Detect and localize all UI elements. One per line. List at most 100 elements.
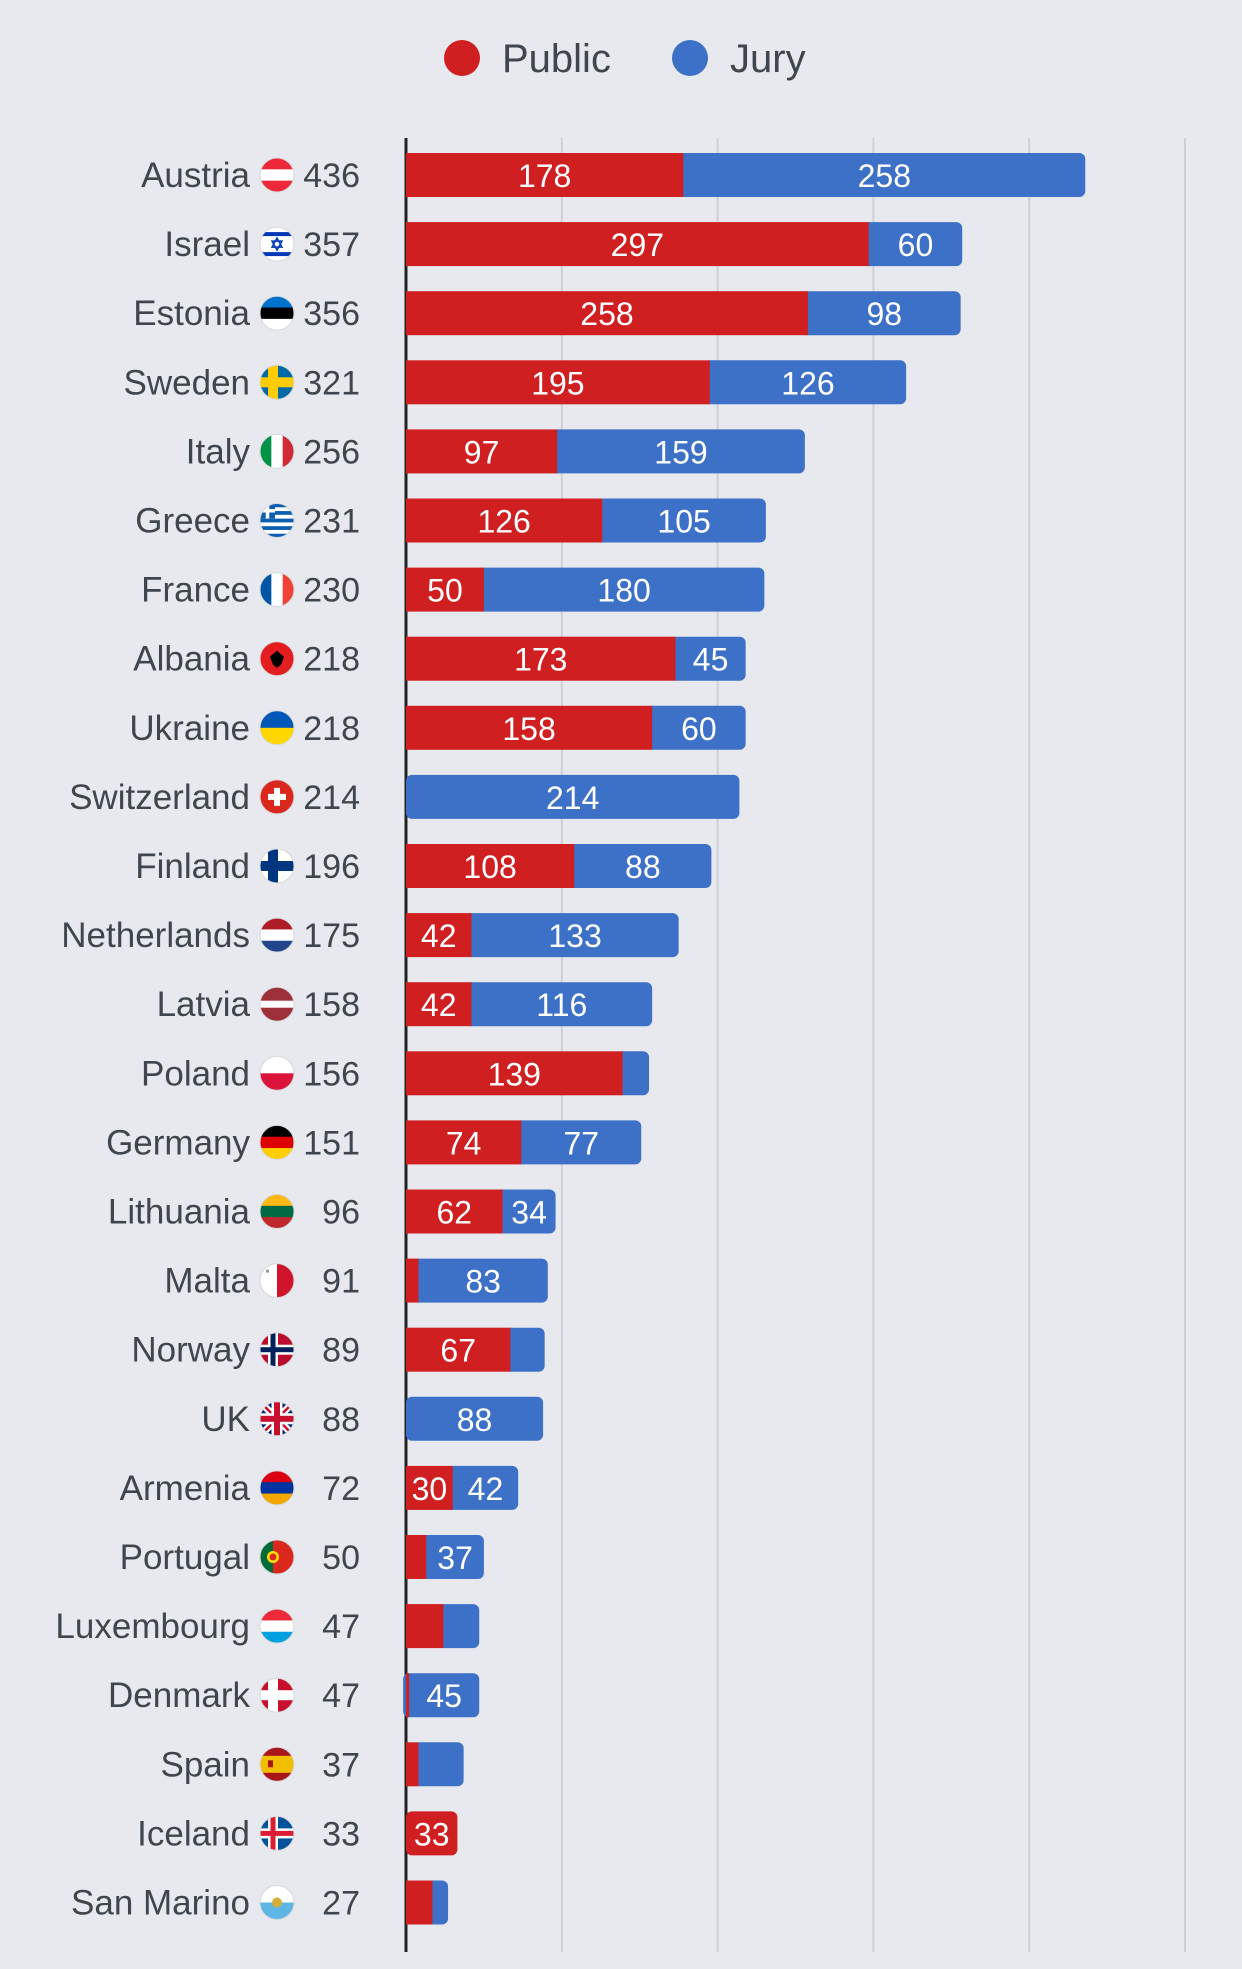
bar-latvia: 42 116 xyxy=(406,982,653,1027)
public-segment xyxy=(406,1535,427,1579)
public-segment xyxy=(406,1742,419,1787)
public-value-label: 297 xyxy=(611,227,664,263)
public-segment xyxy=(406,1811,458,1856)
public-value-label: 178 xyxy=(518,158,571,194)
public-segment xyxy=(406,705,653,750)
public-value-label: 62 xyxy=(437,1195,473,1231)
malta-flag-icon xyxy=(260,1263,294,1298)
country-name: Poland xyxy=(141,1054,250,1093)
total-value: 218 xyxy=(303,710,360,748)
public-segment xyxy=(406,429,558,474)
jury-value-label: 42 xyxy=(468,1471,504,1507)
public-value-label: 108 xyxy=(463,849,516,885)
portugal-flag-icon xyxy=(260,1540,294,1574)
jury-segment xyxy=(446,1465,519,1510)
finland-flag-icon xyxy=(260,849,294,883)
armenia-flag-icon xyxy=(260,1470,294,1505)
jury-segment xyxy=(403,1673,480,1718)
total-value: 196 xyxy=(303,848,360,886)
public-segment xyxy=(406,1258,419,1303)
row-label-norway: Norway 89 xyxy=(131,1331,360,1370)
row-label-poland: Poland 156 xyxy=(141,1054,360,1093)
jury-segment xyxy=(477,567,765,612)
row-label-spain: Spain 37 xyxy=(160,1745,360,1784)
total-value: 231 xyxy=(303,503,360,541)
total-value: 256 xyxy=(303,433,360,471)
row-label-austria: Austria 436 xyxy=(141,156,360,195)
bar-ukraine: 158 60 xyxy=(406,705,746,750)
jury-segment xyxy=(551,429,805,474)
country-name: Greece xyxy=(135,502,250,541)
row-label-denmark: Denmark 47 xyxy=(108,1676,360,1715)
country-name: Estonia xyxy=(133,294,250,333)
jury-value-label: 116 xyxy=(536,987,587,1023)
country-name: Armenia xyxy=(120,1469,251,1508)
row-label-uk: UK 88 xyxy=(201,1400,360,1439)
public-segment xyxy=(406,1673,410,1718)
jury-segment xyxy=(677,153,1086,197)
bar-italy: 97 159 xyxy=(406,429,805,474)
country-name: Iceland xyxy=(137,1814,250,1853)
public-segment xyxy=(406,636,676,681)
public-segment xyxy=(406,1604,444,1649)
public-segment xyxy=(406,567,484,612)
public-value-label: 126 xyxy=(477,504,530,540)
public-segment xyxy=(406,153,684,197)
jury-value-label: 126 xyxy=(781,365,834,401)
jury-value-label: 105 xyxy=(657,504,710,540)
lithuania-flag-icon xyxy=(260,1194,294,1229)
austria-flag-icon xyxy=(260,158,294,192)
israel-flag-icon xyxy=(260,227,294,262)
jury-value-label: 77 xyxy=(563,1125,599,1161)
row-label-malta: Malta 91 xyxy=(164,1262,360,1301)
public-value-label: 258 xyxy=(580,296,633,332)
public-value-label: 97 xyxy=(464,434,500,470)
row-label-estonia: Estonia 356 xyxy=(133,294,360,333)
jury-segment xyxy=(465,913,679,958)
legend: Public Jury xyxy=(444,37,806,81)
row-label-latvia: Latvia 158 xyxy=(157,985,360,1024)
row-label-armenia: Armenia 72 xyxy=(120,1469,360,1508)
jury-segment xyxy=(616,1051,650,1096)
bar-poland: 139 xyxy=(406,1051,650,1096)
jury-segment xyxy=(504,1327,545,1372)
jury-segment xyxy=(646,705,746,750)
jury-value-label: 83 xyxy=(465,1264,501,1300)
public-segment xyxy=(406,1189,503,1234)
jury-value-label: 60 xyxy=(898,227,934,263)
row-label-albania: Albania 218 xyxy=(133,640,360,679)
country-name: Portugal xyxy=(120,1538,250,1577)
total-value: 151 xyxy=(303,1124,360,1162)
row-label-finland: Finland 196 xyxy=(135,847,360,886)
bar-portugal: 37 xyxy=(406,1535,484,1579)
bar-switzerland: 214 xyxy=(406,774,740,819)
total-value: 89 xyxy=(322,1332,360,1370)
jury-value-label: 88 xyxy=(625,849,661,885)
jury-value-label: 88 xyxy=(457,1402,493,1438)
legend-item-public: Public xyxy=(444,37,611,81)
public-segment xyxy=(406,222,869,267)
bar-israel: 297 60 xyxy=(406,222,963,267)
total-value: 33 xyxy=(322,1815,360,1853)
jury-segment xyxy=(437,1604,480,1649)
jury-segment xyxy=(596,498,766,543)
latvia-flag-icon xyxy=(260,987,294,1022)
total-value: 175 xyxy=(303,917,360,955)
bar-germany: 74 77 xyxy=(406,1120,642,1165)
total-value: 27 xyxy=(322,1885,360,1923)
bar-luxembourg xyxy=(406,1604,480,1649)
jury-value-label: 37 xyxy=(437,1540,473,1576)
public-value-label: 195 xyxy=(531,365,584,401)
bar-finland: 108 88 xyxy=(406,844,712,888)
total-value: 214 xyxy=(303,779,360,817)
public-segment xyxy=(406,982,472,1027)
jury-segment xyxy=(801,291,961,336)
public-value-label: 139 xyxy=(488,1056,541,1092)
country-name: Ukraine xyxy=(129,709,250,748)
jury-segment xyxy=(420,1535,484,1579)
row-label-ukraine: Ukraine 218 xyxy=(129,709,360,748)
spain-flag-icon xyxy=(260,1747,294,1782)
country-name: Sweden xyxy=(124,363,250,402)
jury-segment xyxy=(862,222,963,267)
